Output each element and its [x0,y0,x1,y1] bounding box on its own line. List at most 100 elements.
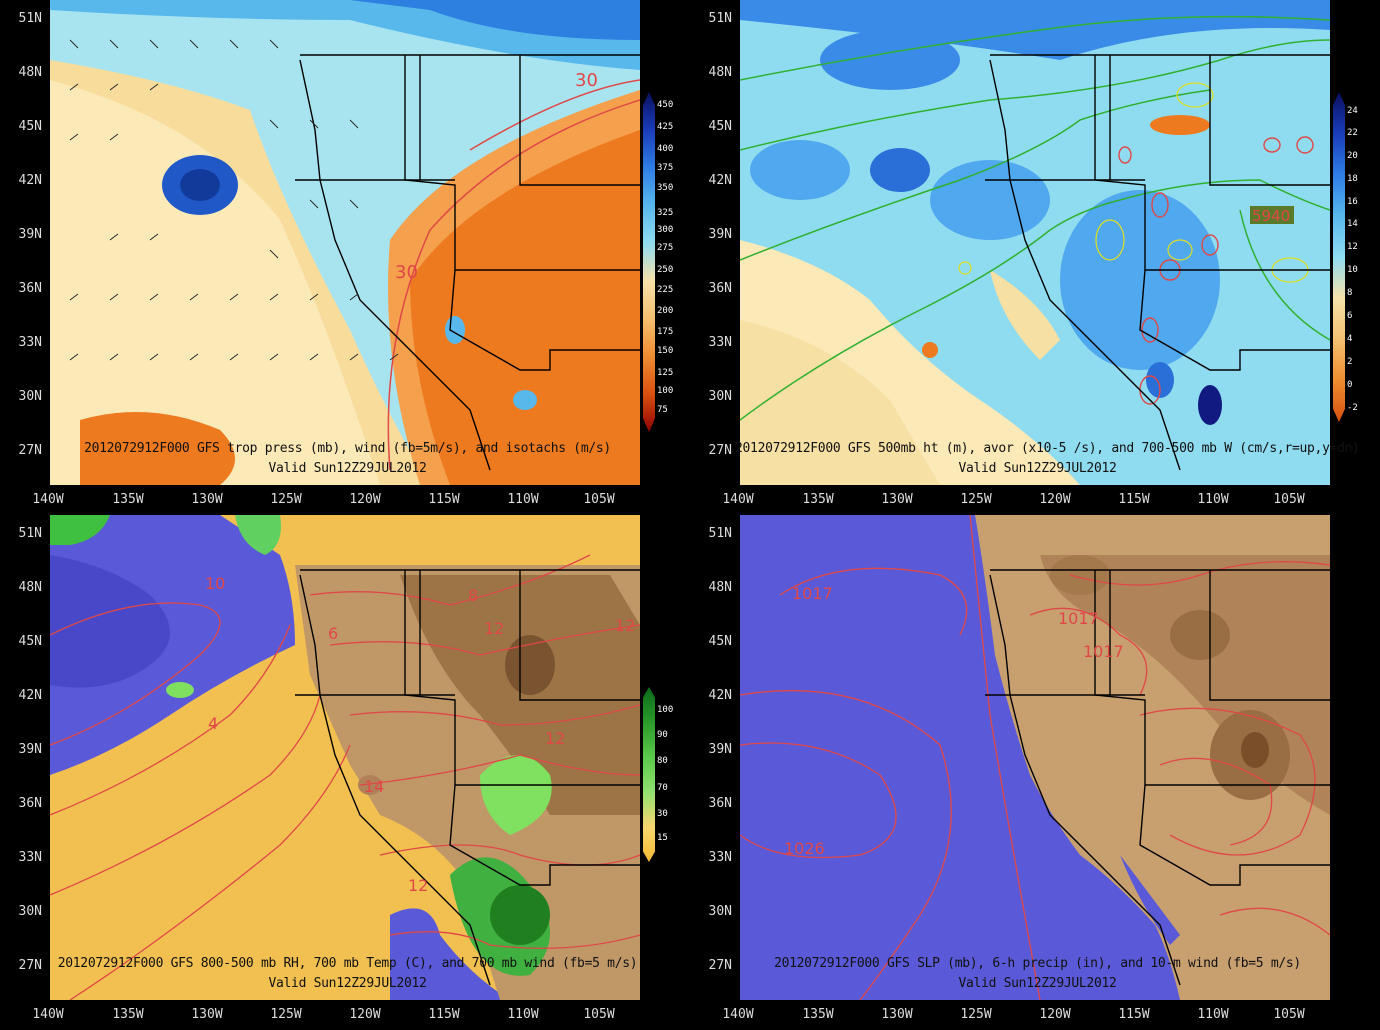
contour-label: 1017 [792,584,833,603]
lon-label: 105W [1273,492,1305,507]
lat-label: 33N [18,335,42,350]
lat-label: 39N [18,742,42,757]
lat-label: 27N [708,443,732,458]
lon-label: 135W [112,1007,144,1022]
lat-label: 45N [18,634,42,649]
contour-label: 5940 [1252,207,1290,225]
lat-label: 36N [708,281,732,296]
lat-label: 42N [18,688,42,703]
colorbar-label: 300 [657,225,674,235]
lat-label: 48N [708,65,732,80]
contour-label: 12 [484,619,504,638]
lon-label: 140W [32,492,64,507]
colorbar-label: 100 [657,705,674,715]
panel-500mb-vorticity: 5940 2012072912F000 GFS 500mb ht (m), av… [690,0,1380,515]
colorbar-label: 6 [1347,311,1353,321]
lat-label: 36N [18,796,42,811]
map-title: 2012072912F000 GFS 800-500 mb RH, 700 mb… [57,956,638,971]
colorbar-label: 20 [1347,151,1358,161]
lon-label: 135W [802,492,834,507]
map-valid-time: Valid Sun12Z29JUL2012 [958,976,1117,991]
colorbar-label: 8 [1347,288,1353,298]
lon-label: 115W [428,1007,460,1022]
colorbar-label: 70 [657,783,668,793]
lon-label: 105W [1273,1007,1305,1022]
lon-label: 140W [32,1007,64,1022]
colorbar-label: 450 [657,100,674,110]
lon-label: 115W [1118,1007,1150,1022]
contour-label: 4 [208,714,218,733]
lat-label: 36N [708,796,732,811]
lon-label: 115W [1118,492,1150,507]
lat-label: 30N [18,389,42,404]
lon-label: 120W [349,492,381,507]
colorbar-label: 24 [1347,106,1358,116]
lat-label: 48N [18,580,42,595]
lon-label: 140W [722,492,754,507]
lat-label: 48N [708,580,732,595]
panel-trop-press: 30 30 2012072912F000 GFS trop press (mb)… [0,0,690,515]
colorbar-label: 15 [657,833,668,843]
lat-label: 30N [708,904,732,919]
lat-label: 33N [18,850,42,865]
lon-label: 105W [583,492,615,507]
lon-label: 120W [1039,1007,1071,1022]
map-slp-precip: 1017 1017 1017 1026 [740,515,1330,1000]
map-500mb-vorticity: 5940 [740,0,1330,485]
lat-label: 27N [18,443,42,458]
lat-label: 27N [18,958,42,973]
lat-label: 51N [708,526,732,541]
colorbar-label: 275 [657,243,674,253]
lat-label: 33N [708,850,732,865]
map-rh-temp: 10 8 6 4 12 12 14 12 12 [50,515,640,1000]
contour-label: 1017 [1083,642,1124,661]
colorbar-label: 175 [657,327,674,337]
colorbar-label: 0 [1347,380,1353,390]
lon-label: 105W [583,1007,615,1022]
colorbar-label: 375 [657,163,674,173]
contour-label: 12 [408,876,428,895]
contour-label: 30 [395,262,418,283]
lat-label: 48N [18,65,42,80]
map-valid-time: Valid Sun12Z29JUL2012 [268,461,427,476]
lon-label: 125W [960,1007,992,1022]
map-valid-time: Valid Sun12Z29JUL2012 [268,976,427,991]
colorbar-label: 350 [657,183,674,193]
lon-label: 125W [270,1007,302,1022]
lon-label: 120W [1039,492,1071,507]
lat-label: 51N [18,11,42,26]
lon-label: 130W [191,492,223,507]
lat-label: 51N [708,11,732,26]
colorbar-label: 80 [657,756,668,766]
contour-label: 30 [575,70,598,91]
colorbar-label: 18 [1347,174,1358,184]
colorbar-label: 100 [657,386,674,396]
colorbar-label: 90 [657,730,668,740]
lat-label: 45N [708,634,732,649]
colorbar-label: 14 [1347,219,1358,229]
lon-label: 125W [270,492,302,507]
colorbar-label: 4 [1347,334,1353,344]
lon-label: 110W [1197,1007,1229,1022]
contour-label: 14 [364,777,384,796]
colorbar [643,92,655,432]
map-title: 2012072912F000 GFS 500mb ht (m), avor (x… [735,441,1360,456]
lon-label: 130W [881,492,913,507]
colorbar-label: 12 [1347,242,1358,252]
contour-label: 10 [205,574,225,593]
colorbar-label: 75 [657,405,668,415]
colorbar-label: 250 [657,265,674,275]
lat-label: 39N [18,227,42,242]
lat-label: 27N [708,958,732,973]
lat-label: 42N [18,173,42,188]
lat-label: 30N [708,389,732,404]
lon-label: 135W [112,492,144,507]
colorbar-label: 22 [1347,128,1358,138]
colorbar-label: 30 [657,809,668,819]
lon-label: 110W [507,492,539,507]
lon-label: 135W [802,1007,834,1022]
colorbar-label: 325 [657,208,674,218]
colorbar [643,687,655,862]
contour-label: 1026 [784,839,825,858]
lon-label: 125W [960,492,992,507]
